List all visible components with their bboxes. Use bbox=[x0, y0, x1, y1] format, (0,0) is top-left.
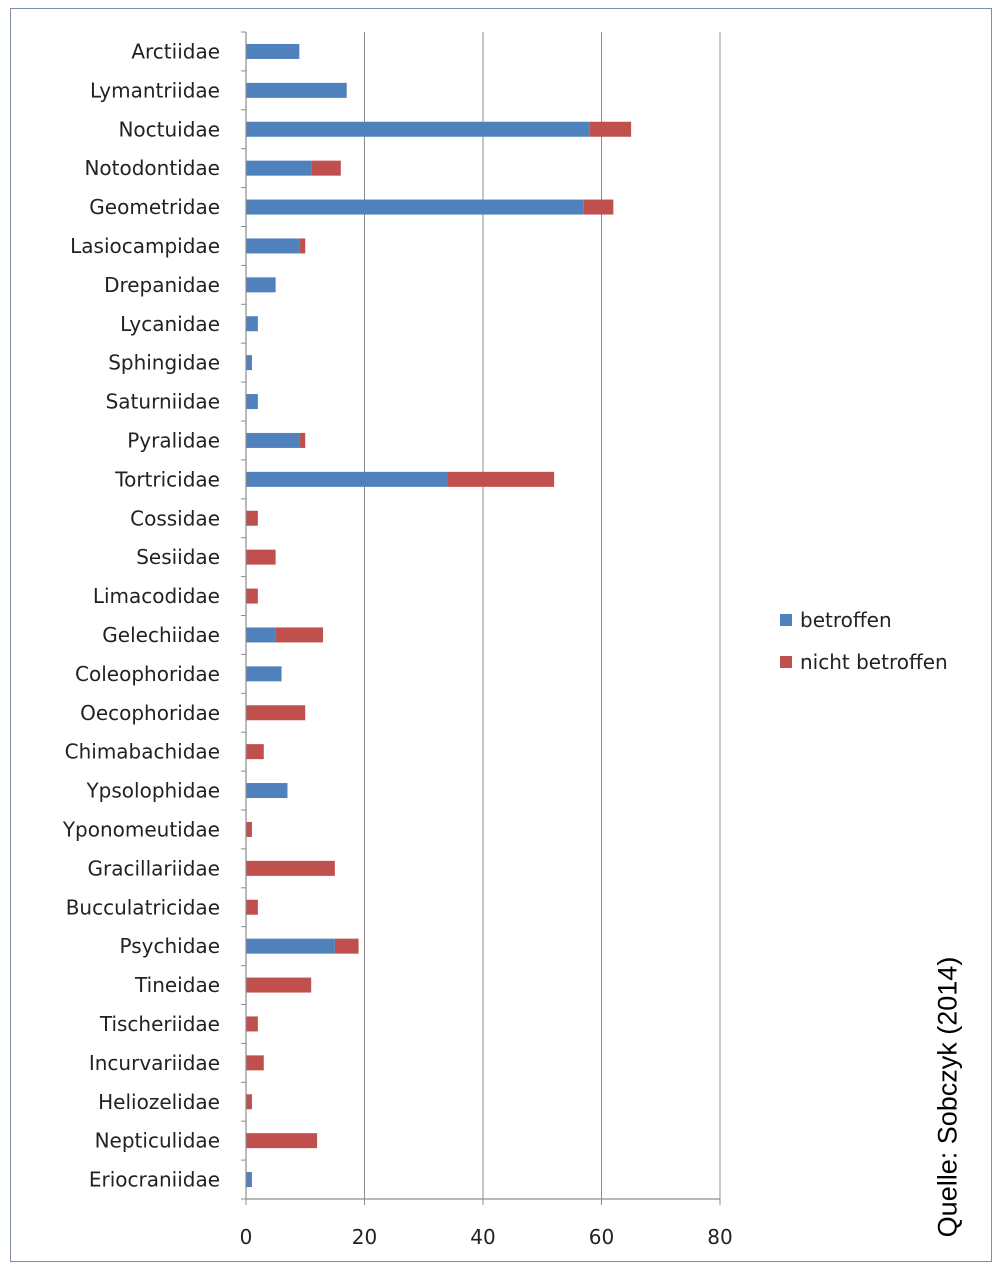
source-note-text: Quelle: Sobczyk (2014) bbox=[932, 956, 963, 1238]
bar-nicht-betroffen bbox=[334, 938, 359, 954]
bar-nicht-betroffen bbox=[583, 199, 614, 215]
bar-betroffen bbox=[246, 394, 258, 410]
category-label: Lycanidae bbox=[120, 312, 220, 336]
category-label: Tineidae bbox=[134, 973, 220, 997]
bar-betroffen bbox=[246, 121, 590, 137]
bar-nicht-betroffen bbox=[246, 744, 264, 760]
category-label: Bucculatricidae bbox=[66, 895, 220, 919]
legend-label: betroffen bbox=[800, 608, 892, 632]
bar-nicht-betroffen bbox=[246, 1094, 252, 1110]
bar-betroffen bbox=[246, 471, 448, 487]
category-label: Lasiocampidae bbox=[70, 234, 220, 258]
x-tick-label: 60 bbox=[589, 1225, 614, 1249]
category-label: Noctuidae bbox=[118, 117, 220, 141]
legend-swatch bbox=[780, 656, 792, 668]
bar-nicht-betroffen bbox=[275, 627, 324, 643]
bar-nicht-betroffen bbox=[246, 549, 276, 565]
category-label: Tortricidae bbox=[114, 467, 220, 491]
category-label: Pyralidae bbox=[127, 428, 220, 452]
bar-betroffen bbox=[246, 1172, 252, 1188]
bar-nicht-betroffen bbox=[246, 977, 312, 993]
bar-betroffen bbox=[246, 783, 288, 799]
x-tick-label: 20 bbox=[352, 1225, 377, 1249]
chart-frame bbox=[10, 8, 992, 1262]
bar-betroffen bbox=[246, 627, 276, 643]
x-tick-label: 40 bbox=[470, 1225, 495, 1249]
category-label: Eriocraniidae bbox=[89, 1168, 220, 1192]
source-note: Quelle: Sobczyk (2014) bbox=[908, 935, 988, 1260]
x-tick-label: 80 bbox=[707, 1225, 732, 1249]
category-label: Chimabachidae bbox=[65, 740, 220, 764]
bar-nicht-betroffen bbox=[246, 705, 306, 721]
bar-nicht-betroffen bbox=[246, 821, 252, 837]
bar-betroffen bbox=[246, 938, 335, 954]
category-label: Limacodidae bbox=[93, 584, 220, 608]
category-label: Yponomeutidae bbox=[62, 817, 220, 841]
category-label: Cossidae bbox=[130, 506, 220, 530]
bar-betroffen bbox=[246, 82, 347, 98]
category-label: Ypsolophidae bbox=[85, 779, 220, 803]
category-label: Geometridae bbox=[89, 195, 220, 219]
category-label: Sphingidae bbox=[108, 351, 220, 375]
category-label: Sesiidae bbox=[136, 545, 220, 569]
category-label: Drepanidae bbox=[104, 273, 220, 297]
bar-betroffen bbox=[246, 316, 258, 332]
bar-betroffen bbox=[246, 277, 276, 293]
bar-betroffen bbox=[246, 355, 252, 371]
bar-nicht-betroffen bbox=[447, 471, 555, 487]
x-tick-label: 0 bbox=[240, 1225, 253, 1249]
bar-nicht-betroffen bbox=[246, 1055, 264, 1071]
category-label: Incurvariidae bbox=[89, 1051, 220, 1075]
category-label: Notodontidae bbox=[84, 156, 220, 180]
bar-nicht-betroffen bbox=[299, 238, 306, 254]
category-label: Gelechiidae bbox=[102, 623, 220, 647]
bar-nicht-betroffen bbox=[299, 432, 306, 448]
category-label: Lymantriidae bbox=[90, 78, 220, 102]
legend-swatch bbox=[780, 614, 792, 626]
category-label: Gracillariidae bbox=[88, 856, 221, 880]
bar-nicht-betroffen bbox=[246, 899, 258, 915]
category-label: Arctiidae bbox=[131, 39, 220, 63]
category-label: Psychidae bbox=[120, 934, 220, 958]
bar-betroffen bbox=[246, 199, 584, 215]
category-label: Oecophoridae bbox=[80, 701, 220, 725]
bar-nicht-betroffen bbox=[246, 1016, 258, 1032]
bar-betroffen bbox=[246, 160, 312, 176]
bar-nicht-betroffen bbox=[311, 160, 341, 176]
bar-nicht-betroffen bbox=[246, 588, 258, 604]
bar-nicht-betroffen bbox=[589, 121, 632, 137]
bar-betroffen bbox=[246, 43, 300, 59]
category-label: Tischeriidae bbox=[99, 1012, 220, 1036]
bar-nicht-betroffen bbox=[246, 510, 258, 526]
category-label: Nepticulidae bbox=[95, 1129, 220, 1153]
bar-betroffen bbox=[246, 432, 300, 448]
category-label: Heliozelidae bbox=[98, 1090, 220, 1114]
category-label: Saturniidae bbox=[106, 390, 220, 414]
bar-nicht-betroffen bbox=[246, 1133, 318, 1149]
bar-nicht-betroffen bbox=[246, 860, 335, 876]
bar-betroffen bbox=[246, 238, 300, 254]
category-label: Coleophoridae bbox=[75, 662, 220, 686]
bar-betroffen bbox=[246, 666, 282, 682]
legend-label: nicht betroffen bbox=[800, 650, 948, 674]
